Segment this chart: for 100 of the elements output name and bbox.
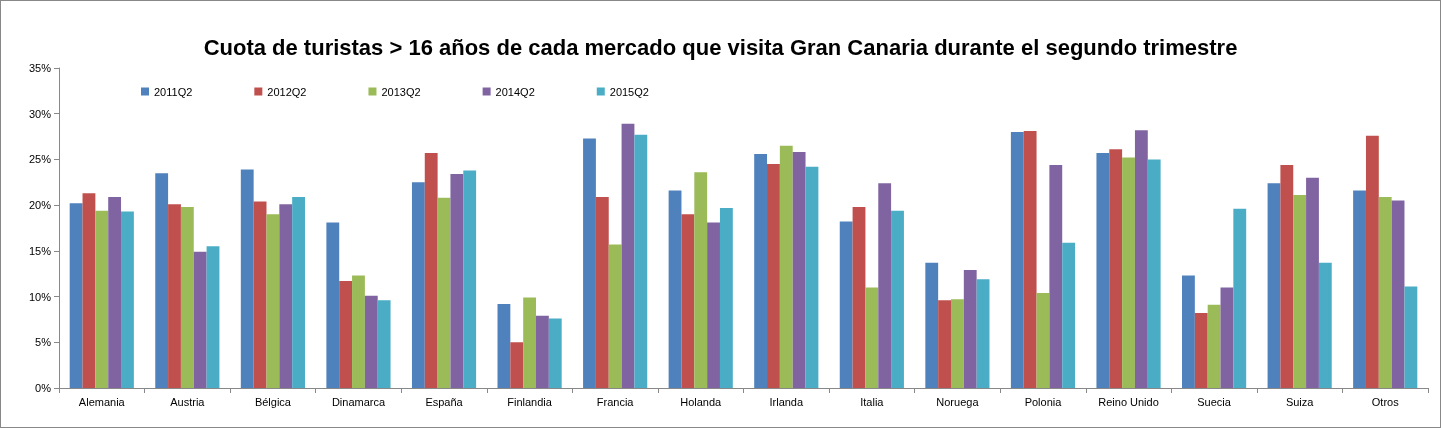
- bar: [1182, 275, 1195, 388]
- x-tick-label: Italia: [860, 395, 885, 408]
- y-tick-label: 5%: [35, 336, 52, 349]
- bar: [266, 214, 280, 388]
- bar: [1036, 292, 1050, 388]
- y-tick-label: 25%: [28, 153, 52, 166]
- x-tick-label: Austria: [170, 395, 206, 408]
- bar: [1220, 287, 1234, 388]
- bar: [1391, 200, 1405, 388]
- bar: [450, 174, 464, 388]
- bar: [377, 300, 391, 388]
- bar: [878, 183, 892, 388]
- bar: [694, 172, 708, 388]
- x-tick-label: España: [425, 395, 464, 408]
- bar: [193, 251, 207, 388]
- y-tick-label: 35%: [28, 62, 52, 74]
- bar: [1096, 153, 1110, 388]
- bar: [1147, 159, 1161, 388]
- bar: [497, 303, 511, 388]
- bar: [1280, 164, 1294, 388]
- legend-label: 2011Q2: [154, 85, 193, 98]
- bar: [963, 270, 977, 388]
- bar: [595, 196, 609, 388]
- bar: [950, 299, 964, 388]
- legend-label: 2015Q2: [609, 85, 649, 98]
- bar: [364, 295, 378, 388]
- y-tick-label: 10%: [28, 290, 52, 303]
- bar: [240, 169, 254, 388]
- bar: [411, 182, 425, 388]
- y-tick-label: 0%: [35, 382, 52, 394]
- bar: [1233, 208, 1247, 388]
- bar: [510, 342, 524, 388]
- bar: [1267, 183, 1281, 388]
- bar: [719, 207, 733, 388]
- bar: [608, 244, 622, 388]
- bar: [292, 196, 305, 388]
- bar: [155, 173, 169, 388]
- bar: [634, 134, 648, 388]
- bar: [754, 153, 768, 388]
- bar: [839, 221, 853, 388]
- chart-title: Cuota de turistas > 16 años de cada mercado que visita Gran Canaria durante el segundo trimestre: [203, 34, 1238, 60]
- bar: [668, 190, 682, 388]
- bar: [1122, 157, 1135, 388]
- bar: [1049, 164, 1063, 388]
- bar: [583, 138, 596, 388]
- y-tick-label: 15%: [28, 244, 52, 257]
- bar: [1306, 177, 1319, 388]
- bar: [707, 222, 720, 388]
- bar: [1010, 132, 1024, 388]
- bar: [352, 275, 365, 388]
- bar: [925, 262, 939, 388]
- bar: [1134, 130, 1148, 388]
- bar: [168, 204, 181, 388]
- bar: [865, 287, 879, 388]
- bar: [976, 279, 990, 388]
- x-tick-label: Holanda: [680, 395, 723, 408]
- legend-label: 2014Q2: [495, 85, 535, 98]
- bar: [852, 206, 866, 388]
- x-tick-label: Finlandia: [507, 395, 553, 408]
- bar: [206, 246, 220, 388]
- bar: [523, 297, 537, 388]
- bar: [253, 201, 267, 388]
- bar: [279, 204, 293, 388]
- bar: [681, 214, 695, 388]
- bar: [1378, 196, 1392, 388]
- bar: [1207, 304, 1221, 388]
- x-tick-label: Francia: [596, 395, 635, 408]
- bar: [326, 222, 340, 388]
- bar: [621, 123, 635, 388]
- x-tick-label: Alemania: [78, 395, 126, 408]
- x-tick-label: Reino Unido: [1098, 395, 1159, 408]
- x-tick-label: Otros: [1371, 395, 1400, 408]
- x-tick-label: Irlanda: [769, 395, 804, 408]
- bar: [82, 193, 96, 388]
- x-tick-label: Bélgica: [254, 395, 292, 408]
- bar: [938, 300, 951, 388]
- bar: [1293, 195, 1307, 388]
- bar: [1353, 190, 1366, 388]
- bar: [95, 210, 109, 388]
- bar: [121, 211, 134, 388]
- bar: [891, 210, 904, 388]
- y-tick-label: 30%: [28, 107, 52, 120]
- bar: [424, 153, 438, 388]
- bar: [548, 318, 562, 388]
- x-tick-label: Suiza: [1285, 395, 1315, 408]
- bar: [536, 315, 549, 388]
- legend-label: 2012Q2: [267, 85, 307, 98]
- x-tick-label: Suecia: [1197, 395, 1232, 408]
- x-tick-label: Polonia: [1024, 395, 1063, 408]
- bar: [1365, 135, 1379, 388]
- bar: [463, 170, 477, 388]
- bar: [1194, 313, 1208, 388]
- bar: [339, 281, 353, 388]
- legend-label: 2013Q2: [381, 85, 421, 98]
- bar: [767, 164, 780, 388]
- bar: [180, 206, 194, 388]
- bar: [437, 197, 451, 388]
- bar: [1109, 149, 1123, 388]
- bar: [1404, 286, 1418, 388]
- bar: [779, 145, 793, 388]
